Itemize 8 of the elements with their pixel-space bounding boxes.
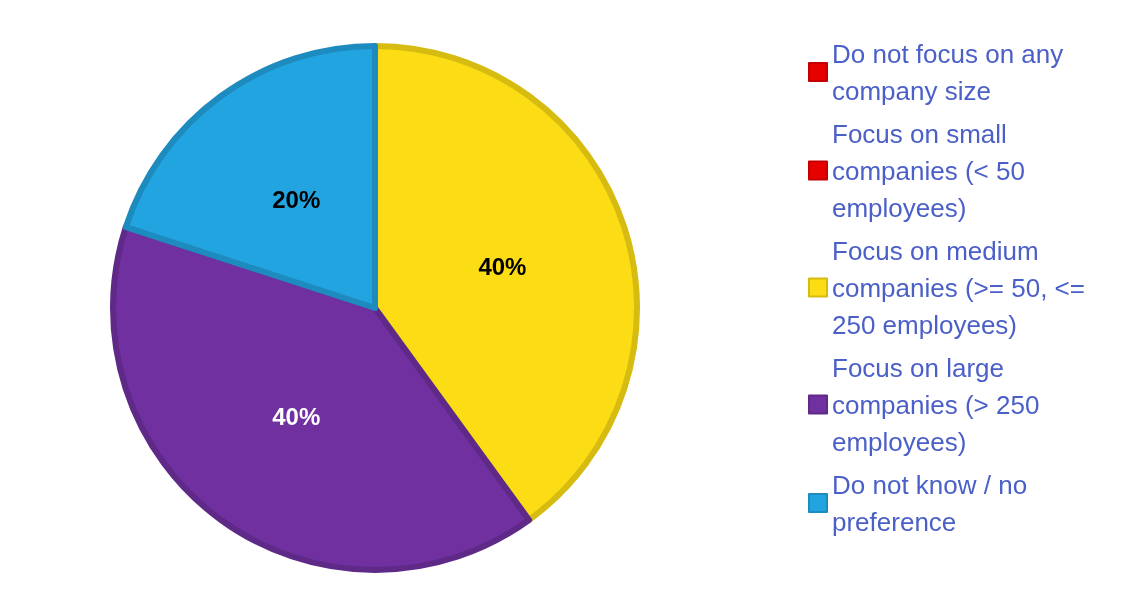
legend-label: Focus on large companies (> 250 employees) [832,352,1047,457]
legend-label: Do not focus on any company size [832,38,1071,106]
legend-label: Focus on small companies (< 50 employees) [832,118,1033,223]
legend-label: Do not know / no preference [832,469,1035,537]
legend-label: Focus on medium companies (>= 50, <= 250 employees) [832,235,1093,340]
data-label: 20% [272,186,321,214]
data-label: 40% [478,253,527,281]
data-label: 40% [272,402,321,430]
